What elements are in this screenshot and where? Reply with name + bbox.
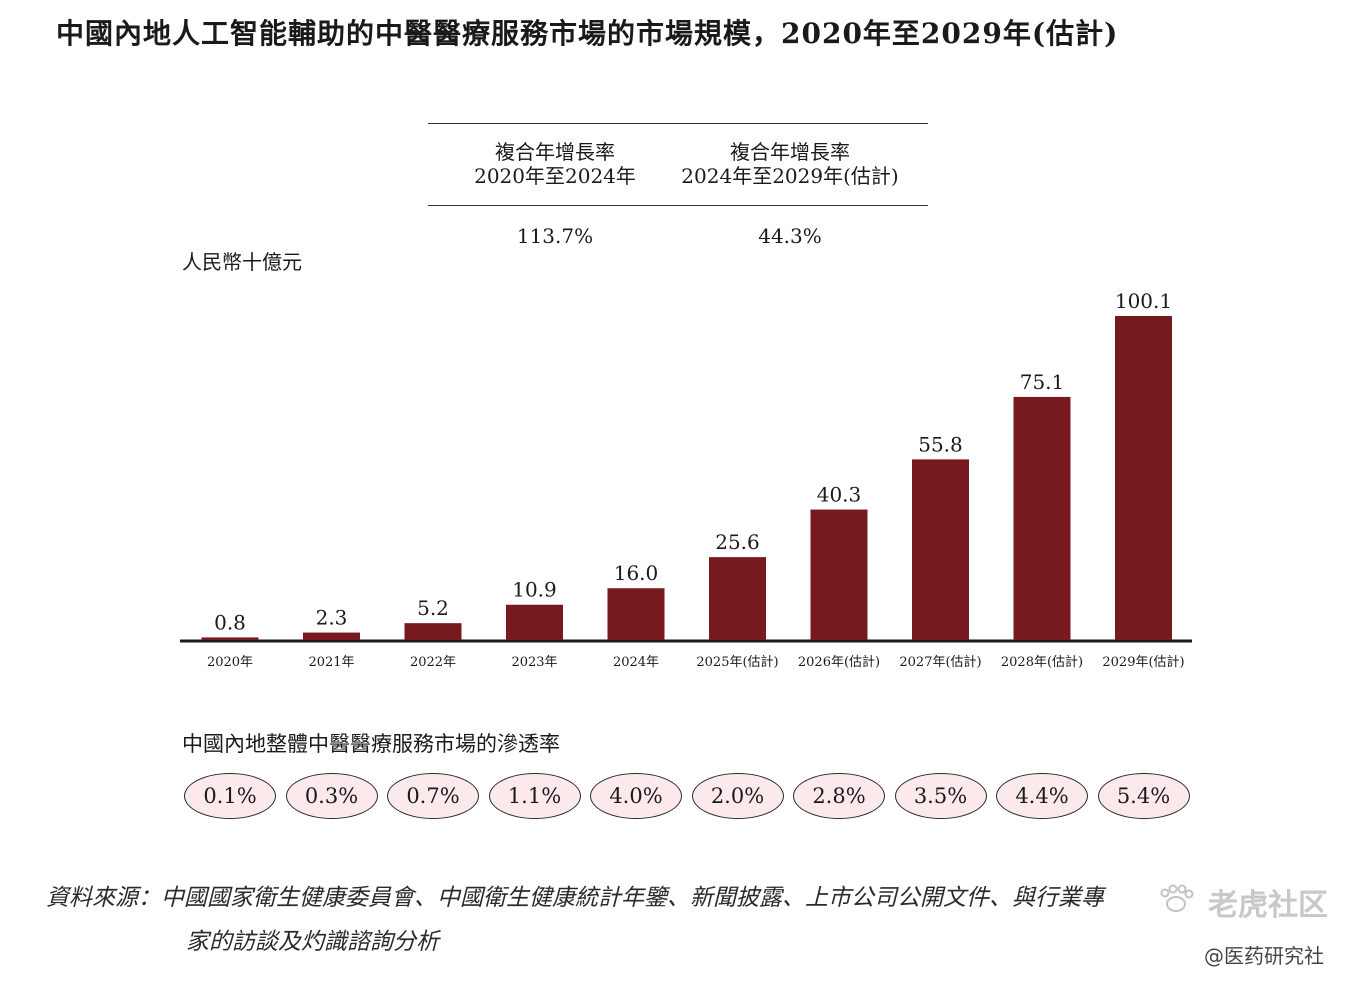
bar-value-label-6: 40.3: [817, 483, 862, 507]
penetration-pill-7: 3.5%: [894, 773, 987, 819]
penetration-title: 中國內地整體中醫醫療服務市場的滲透率: [182, 732, 560, 756]
x-tick-label-6: 2026年(估計): [798, 654, 880, 670]
source-note-line1: 資料來源：中國國家衛生健康委員會、中國衛生健康統計年鑒、新聞披露、上市公司公開文…: [46, 885, 1104, 911]
penetration-pill-4: 4.0%: [590, 773, 682, 819]
penetration-pill-0: 0.1%: [184, 773, 276, 819]
bar-value-label-9: 100.1: [1115, 289, 1172, 313]
penetration-pill-3: 1.1%: [488, 773, 581, 819]
bar-value-label-7: 55.8: [918, 432, 963, 456]
bar-6: [810, 509, 868, 640]
penetration-pill-8: 4.4%: [996, 773, 1088, 819]
cagr-header-label: 複合年增長率: [495, 140, 615, 164]
bar-5: [709, 557, 766, 640]
penetration-pill-6: 2.8%: [793, 773, 885, 819]
bar-9: [1115, 316, 1172, 640]
x-tick-label-8: 2028年(估計): [1001, 654, 1083, 670]
cagr-header-label: 複合年增長率: [730, 140, 850, 164]
y-axis-unit-label: 人民幣十億元: [182, 250, 302, 274]
bar-7: [912, 459, 969, 640]
bar-value-label-3: 10.9: [512, 578, 557, 602]
cagr-value-2020-2024: 113.7%: [516, 224, 594, 248]
x-tick-label-4: 2024年: [613, 655, 659, 670]
bar-value-label-5: 25.6: [715, 530, 760, 554]
x-tick-label-1: 2021年: [308, 655, 354, 670]
bar-3: [506, 604, 563, 640]
penetration-pill-1: 0.3%: [285, 773, 378, 819]
cagr-header-2024-2029: 複合年增長率 2024年至2029年(估計): [665, 140, 915, 188]
bar-value-label-0: 0.8: [214, 610, 246, 634]
chart-title: 中國內地人工智能輔助的中醫醫療服務市場的市場規模，2020年至2029年(估計): [56, 17, 1119, 50]
watermark-handle: @医药研究社: [1204, 944, 1324, 968]
cagr-value-2024-2029: 44.3%: [758, 224, 822, 248]
x-tick-label-2: 2022年: [410, 655, 456, 670]
bar-value-label-2: 5.2: [417, 596, 449, 620]
x-tick-label-7: 2027年(估計): [899, 654, 981, 670]
bar-1: [303, 632, 360, 640]
x-tick-label-5: 2025年(估計): [696, 654, 778, 670]
cagr-top-rule: [428, 123, 928, 124]
watermark-logo-text: 老虎社区: [1208, 888, 1328, 923]
cagr-bottom-rule: [428, 205, 928, 206]
x-tick-label-9: 2029年(估計): [1102, 654, 1184, 670]
bar-chart: 0.8 2020年 2.3 2021年 5.2 2022年 10.9 2023年 16.0 202…: [180, 289, 1192, 670]
cagr-header-period: 2024年至2029年(估計): [681, 164, 899, 188]
bar-value-label-1: 2.3: [316, 606, 348, 630]
cagr-header-2020-2024: 複合年增長率 2020年至2024年: [430, 140, 680, 188]
bar-value-label-8: 75.1: [1020, 370, 1065, 394]
x-tick-label-3: 2023年: [511, 655, 557, 670]
bar-0: [201, 637, 259, 640]
cagr-header-period: 2020年至2024年: [474, 164, 636, 188]
penetration-pill-5: 2.0%: [691, 773, 784, 819]
penetration-pill-9: 5.4%: [1097, 773, 1190, 819]
penetration-pill-2: 0.7%: [387, 773, 479, 819]
x-tick-label-0: 2020年: [207, 655, 253, 670]
bar-4: [607, 588, 665, 640]
bar-8: [1013, 396, 1071, 640]
bar-2: [404, 623, 462, 640]
source-note-line2: 家的訪談及灼識諮詢分析: [186, 929, 439, 955]
bar-value-label-4: 16.0: [614, 561, 659, 585]
tiger-paw-icon: [1160, 884, 1194, 912]
